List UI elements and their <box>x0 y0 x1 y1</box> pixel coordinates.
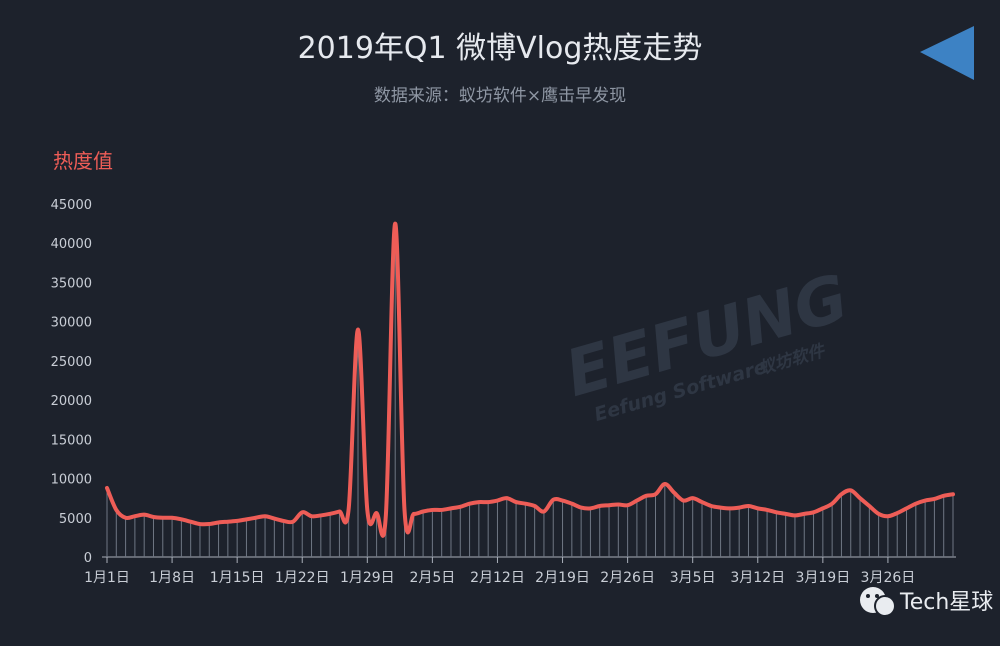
x-tick-label: 2月19日 <box>535 570 590 586</box>
x-tick-label: 1月15日 <box>210 570 265 586</box>
y-tick-label: 30000 <box>51 316 92 331</box>
x-tick-label: 1月29日 <box>340 570 395 586</box>
wechat-icon <box>860 587 896 617</box>
series-line <box>105 221 955 538</box>
chart-title: 2019年Q1 微博Vlog热度走势 <box>298 31 703 66</box>
back-arrow-icon[interactable] <box>920 26 974 80</box>
x-tick-label: 2月26日 <box>600 570 655 586</box>
y-tick-label: 0 <box>84 551 92 566</box>
x-tick-label: 1月1日 <box>84 570 130 586</box>
y-tick-label: 25000 <box>51 355 92 370</box>
x-tick-label: 2月12日 <box>470 570 525 586</box>
y-tick-label: 5000 <box>59 512 92 527</box>
x-tick-label: 3月12日 <box>730 570 785 586</box>
y-tick-label: 10000 <box>51 473 92 488</box>
x-tick-label: 1月22日 <box>275 570 330 586</box>
y-tick-label: 15000 <box>51 433 92 448</box>
x-tick-label: 3月5日 <box>670 570 716 586</box>
x-tick-label: 2月5日 <box>409 570 455 586</box>
chart-subtitle: 数据来源：蚁坊软件×鹰击早发现 <box>374 86 626 106</box>
x-tick-label: 3月26日 <box>861 570 916 586</box>
x-axis: 1月1日 1月8日 1月15日 1月22日 1月29日 2月5日 2月12日 2月19日 2月2… <box>84 556 956 586</box>
x-tick-label: 1月8日 <box>149 570 195 586</box>
drop-lines <box>106 223 954 557</box>
y-tick-label: 20000 <box>51 394 92 409</box>
y-tick-label: 45000 <box>51 198 92 213</box>
y-axis-label: 热度值 <box>53 149 113 173</box>
brand-footer: Tech星球 <box>860 587 993 617</box>
y-tick-label: 40000 <box>51 237 92 252</box>
y-tick-label: 35000 <box>51 276 92 291</box>
brand-label: Tech星球 <box>899 590 993 615</box>
x-tick-label: 3月19日 <box>795 570 850 586</box>
watermark: EEFUNG Eefung Software 蚁坊软件 <box>558 261 856 426</box>
y-axis: 0 5000 10000 15000 20000 25000 30000 35000 40000… <box>51 198 92 566</box>
